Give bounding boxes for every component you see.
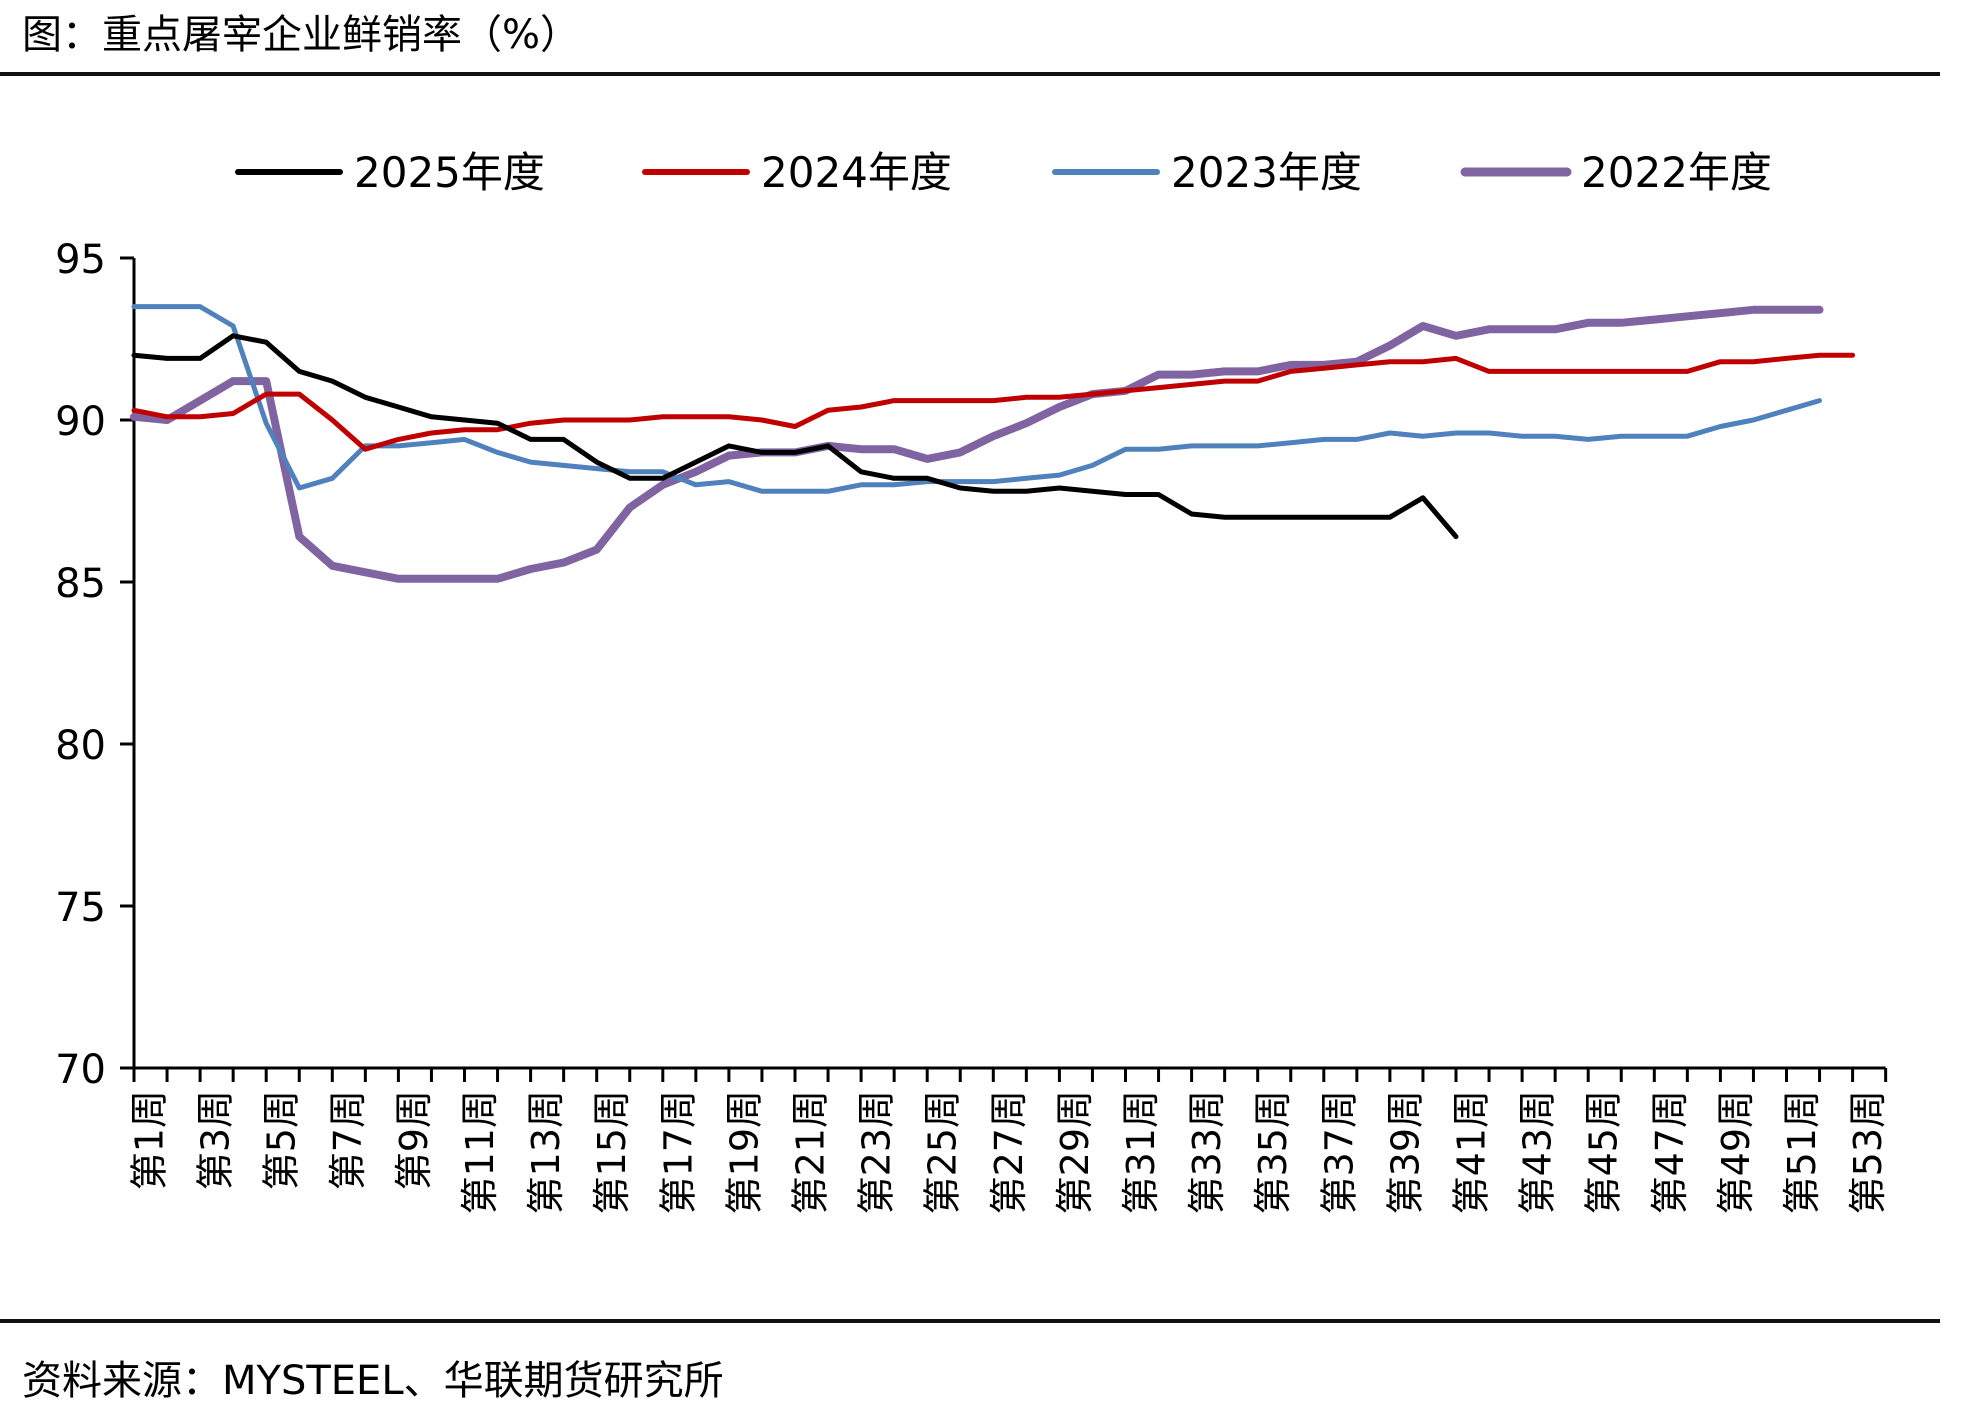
y-tick-label: 80 (55, 723, 106, 769)
y-tick-label: 85 (55, 561, 106, 607)
x-tick-label: 第23周 (855, 1090, 899, 1214)
x-tick-label: 第17周 (656, 1090, 700, 1214)
x-tick-label: 第15周 (590, 1090, 634, 1214)
top-divider (0, 72, 1940, 76)
x-tick-label: 第5周 (260, 1090, 304, 1190)
x-tick-label: 第21周 (789, 1090, 833, 1214)
x-tick-label: 第45周 (1582, 1090, 1626, 1214)
x-tick-label: 第49周 (1714, 1090, 1758, 1214)
x-tick-label: 第33周 (1185, 1090, 1229, 1214)
chart-series (130, 304, 1856, 583)
x-tick-label: 第1周 (128, 1090, 172, 1190)
x-tick-label: 第13周 (524, 1090, 568, 1214)
x-tick-label: 第7周 (326, 1090, 370, 1190)
y-tick-label: 75 (55, 885, 106, 931)
series-line-2025年度 (131, 333, 1459, 540)
legend-label: 2022年度 (1581, 148, 1772, 197)
legend-label: 2023年度 (1171, 148, 1362, 197)
x-tick-label: 第53周 (1846, 1090, 1890, 1214)
x-tick-label: 第9周 (392, 1090, 436, 1190)
figure-title: 图：重点屠宰企业鲜销率（%） (22, 12, 581, 58)
x-tick-label: 第29周 (1053, 1090, 1097, 1214)
series-line-2022年度 (130, 305, 1824, 583)
x-tick-label: 第43周 (1516, 1090, 1560, 1214)
bottom-divider (0, 1319, 1940, 1323)
source-note: 资料来源：MYSTEEL、华联期货研究所 (22, 1358, 724, 1404)
x-tick-label: 第51周 (1780, 1090, 1824, 1214)
x-tick-label: 第39周 (1383, 1090, 1427, 1214)
x-tick-label: 第11周 (458, 1090, 502, 1214)
x-tick-label: 第19周 (722, 1090, 766, 1214)
x-tick-label: 第41周 (1450, 1090, 1494, 1214)
x-tick-label: 第3周 (194, 1090, 238, 1190)
y-tick-label: 90 (55, 399, 106, 445)
legend-label: 2024年度 (761, 148, 952, 197)
y-tick-label: 95 (55, 237, 106, 283)
chart-axes: 707580859095第1周 第3周 第5周 第7周 第9周 第11周 第13周 第15周第… (55, 237, 1890, 1214)
x-tick-label: 第25周 (921, 1090, 965, 1214)
chart-legend: 2025年度 2024年度 2023年度 2022年度 (235, 148, 1772, 197)
series-line-2023年度 (131, 304, 1822, 494)
y-tick-label: 70 (55, 1047, 106, 1093)
x-tick-label: 第47周 (1648, 1090, 1692, 1214)
x-tick-label: 第27周 (987, 1090, 1031, 1214)
x-tick-label: 第35周 (1251, 1090, 1295, 1214)
series-line-2024年度 (131, 352, 1856, 452)
legend-label: 2025年度 (354, 148, 545, 197)
x-tick-label: 第31周 (1119, 1090, 1163, 1214)
x-tick-label: 第37周 (1317, 1090, 1361, 1214)
